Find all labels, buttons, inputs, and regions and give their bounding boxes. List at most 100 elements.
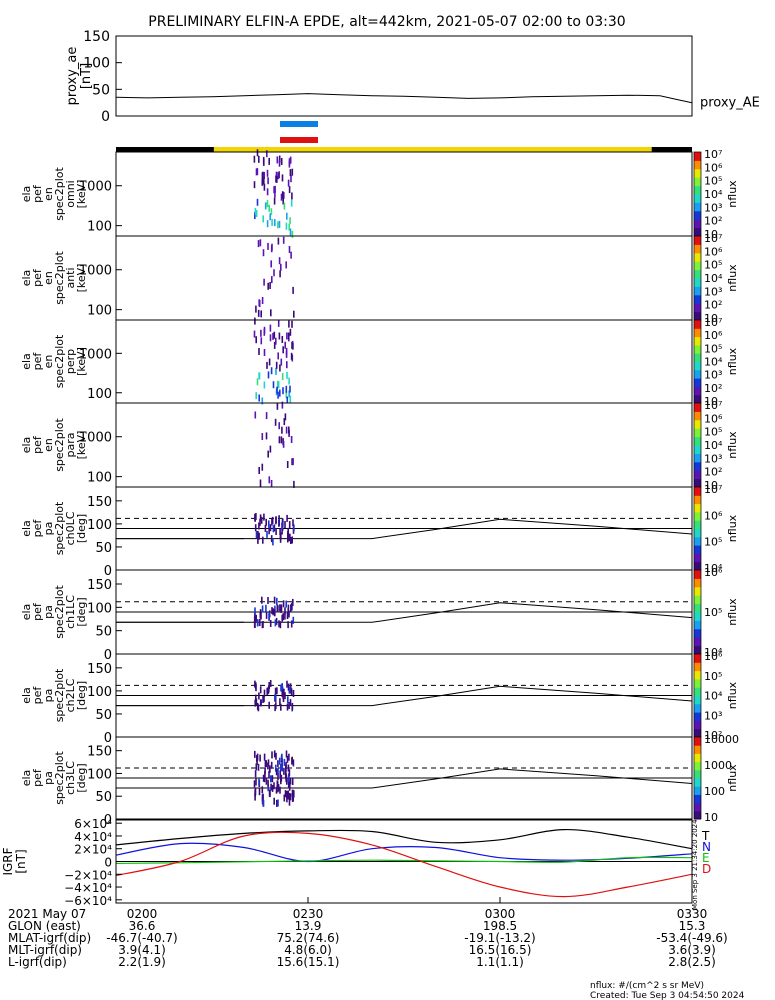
colorbar-segment — [694, 561, 701, 571]
spectrogram-cell — [256, 619, 259, 627]
spectrogram-marks — [253, 750, 295, 807]
colorbar-segment — [694, 703, 701, 713]
ylabel-line: pef — [31, 602, 44, 621]
spectrogram-cell — [269, 334, 272, 342]
colorbar-segment — [694, 662, 701, 672]
colorbar-segment — [694, 511, 701, 521]
spectrogram-cell — [275, 528, 277, 535]
ylabel-line: perp — [64, 349, 77, 374]
spectrogram-cell — [275, 768, 278, 776]
spectrogram-cell — [272, 608, 274, 616]
colorbar-segment — [694, 536, 701, 546]
ylabel-line: spec2plot — [53, 668, 66, 722]
spectrogram-cell — [292, 690, 295, 697]
ylabel-line: ela — [20, 186, 33, 203]
spectrogram-cell — [279, 389, 281, 397]
spectrogram-cell — [282, 387, 284, 395]
colorbar-tick-label: 10³ — [704, 709, 722, 722]
spectrogram-cell — [254, 680, 256, 688]
science-zone-bar-red — [280, 137, 318, 143]
spectrogram-cell — [273, 596, 276, 604]
colorbar-label: nflux — [726, 180, 739, 208]
spectrogram-cell — [292, 458, 294, 466]
spectrogram-cell — [291, 168, 294, 176]
spectrogram-cell — [280, 763, 282, 771]
ylabel-line: ch2LC — [64, 678, 77, 712]
spectrogram-cell — [254, 513, 256, 521]
spectrogram-cell — [268, 204, 270, 212]
colorbar-segment — [694, 160, 701, 170]
colorbar-label: nflux — [726, 764, 739, 792]
ephemeris-label: L-igrf(dip) — [8, 955, 67, 969]
spectrogram-cell — [276, 156, 279, 164]
spectrogram-cell — [260, 310, 262, 318]
spectrogram-cell — [286, 461, 289, 468]
spectrogram-cell — [291, 536, 293, 544]
ylabel-line: [keV] — [75, 180, 88, 209]
spectrogram-cell — [282, 236, 285, 244]
ylabel-line: IGRF — [1, 847, 15, 875]
ytick-label: 1000 — [79, 264, 112, 279]
panel-ylabel: elapefpaspec2plotch2LC[deg] — [20, 668, 88, 722]
ytick-label: 100 — [87, 767, 112, 782]
spectrogram-cell — [289, 533, 291, 541]
colorbar-segment — [694, 578, 701, 588]
ylabel-line: pef — [31, 519, 44, 538]
ylabel-line: ela — [20, 770, 33, 787]
ephemeris-value: -46.7(-40.7) — [106, 931, 177, 945]
spectrogram-cell — [284, 413, 287, 421]
spectrogram-cell — [259, 754, 261, 762]
spectrogram-cell — [287, 179, 290, 187]
ylabel-line: [deg] — [75, 514, 88, 543]
spectrogram-cell — [272, 332, 274, 340]
colorbar-tick-label: 1000 — [704, 759, 732, 772]
colorbar-tick-label: 10⁶ — [704, 245, 723, 258]
spectrogram-cell — [275, 752, 277, 760]
spectrogram-cell — [273, 750, 276, 758]
ylabel-line: proxy_ae — [65, 47, 80, 106]
ylabel-line: pef — [31, 768, 44, 787]
panel-frame — [115, 402, 693, 488]
spectrogram-cell — [293, 480, 295, 488]
colorbar-segment — [694, 202, 701, 212]
colorbar-segment — [694, 595, 701, 605]
spectrogram-cell — [258, 522, 260, 530]
spectrogram-cell — [283, 767, 285, 775]
spectrogram-cell — [286, 755, 289, 763]
spectrogram-cell — [276, 687, 278, 695]
spectrogram-cell — [258, 155, 260, 163]
spectrogram-cell — [268, 358, 271, 366]
colorbar-segment — [694, 470, 701, 480]
ylabel-line: spec2plot — [53, 585, 66, 639]
spectrogram-cell — [261, 297, 264, 304]
spectrogram-cell — [255, 305, 257, 313]
spectrogram-cell — [282, 695, 285, 702]
spectrogram-cell — [253, 181, 256, 189]
spectrogram-cell — [286, 777, 288, 785]
spectrogram-cell — [259, 619, 261, 626]
igrf-line-T — [115, 828, 693, 850]
colorbar-segment — [694, 428, 701, 438]
spectrogram-cell — [270, 535, 273, 543]
spectrogram-cell — [263, 326, 266, 334]
spectrogram-cell — [275, 516, 277, 524]
spectrogram-cell — [255, 763, 258, 771]
spectrogram-cell — [274, 185, 276, 193]
spectrogram-cell — [276, 799, 278, 807]
colorbar-segment — [694, 219, 701, 229]
spectrogram-cell — [263, 183, 266, 191]
spectrogram-cell — [278, 757, 281, 765]
colorbar-segment — [694, 269, 701, 279]
colorbar-tick-label: 10 — [704, 811, 718, 824]
spectrogram-marks — [255, 236, 295, 318]
spectrogram-cell — [281, 401, 284, 409]
ylabel-line: [nT] — [79, 63, 94, 89]
colorbar-segment — [694, 761, 701, 771]
colorbar-segment — [694, 603, 701, 613]
spectrogram-cell — [290, 436, 293, 443]
spectrogram-cell — [273, 797, 275, 805]
colorbar-segment — [694, 227, 701, 237]
spectrogram-cell — [274, 619, 277, 627]
colorbar-segment — [694, 152, 701, 161]
